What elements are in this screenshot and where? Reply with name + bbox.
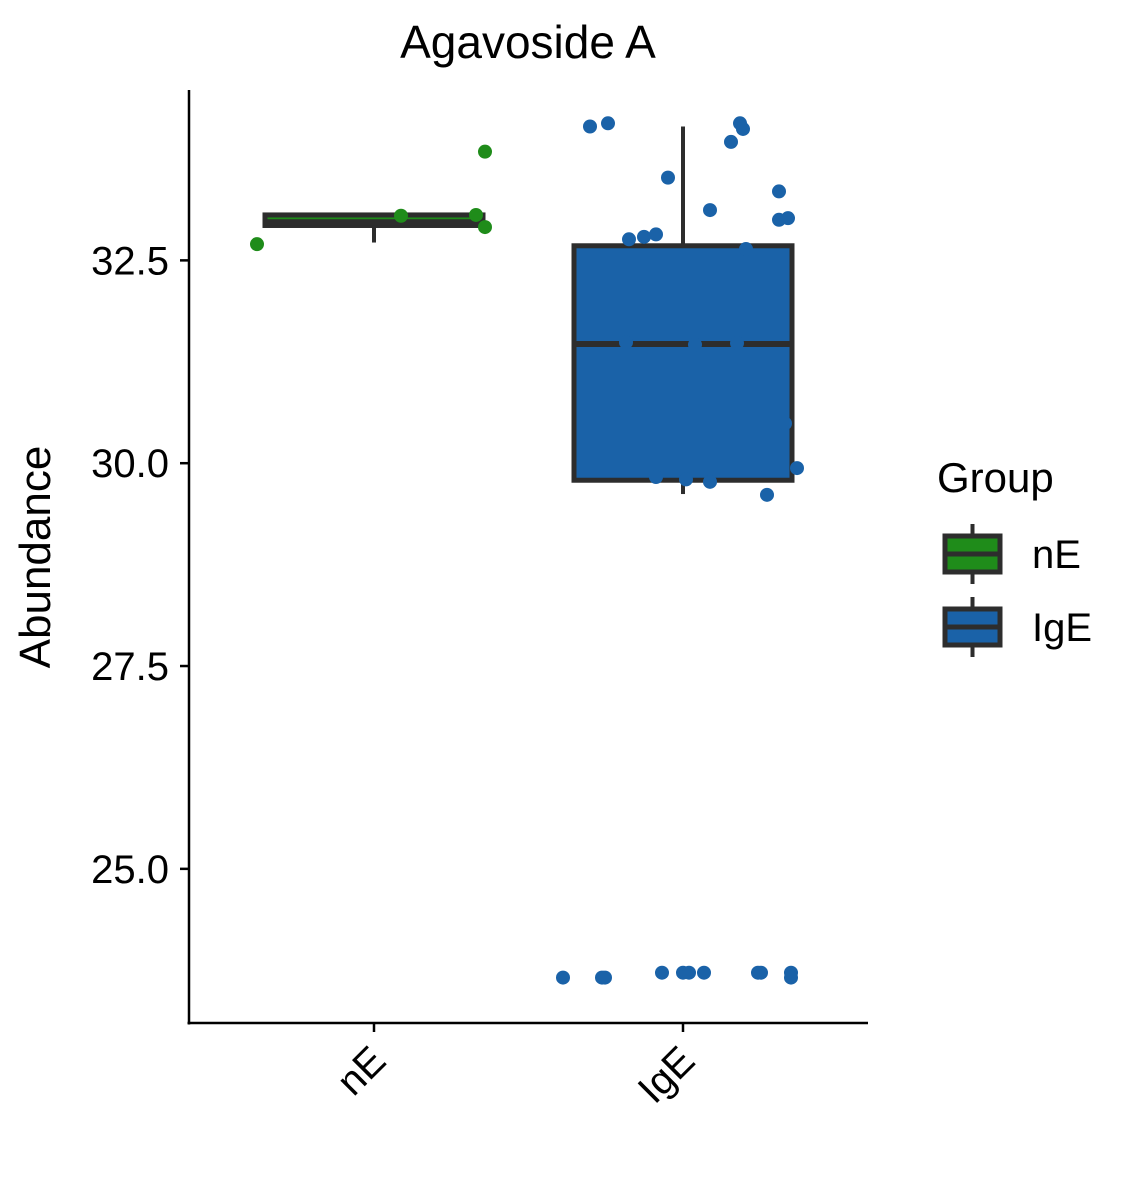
data-point <box>649 227 663 242</box>
data-point <box>583 119 597 134</box>
data-point <box>778 416 792 431</box>
y-tick-label: 30.0 <box>91 442 169 486</box>
data-point <box>556 970 570 985</box>
data-point <box>790 461 804 476</box>
y-tick-label: 25.0 <box>91 848 169 892</box>
x-tick-label: nE <box>329 1038 395 1104</box>
data-point <box>688 337 702 352</box>
data-point <box>637 229 651 244</box>
data-point <box>478 220 492 235</box>
legend-label: IgE <box>1032 606 1092 650</box>
legend-title: Group <box>937 454 1054 501</box>
data-point <box>754 965 768 980</box>
data-point <box>598 970 612 985</box>
data-point <box>703 203 717 218</box>
data-point <box>601 116 615 131</box>
data-point <box>730 336 744 351</box>
data-point <box>679 472 693 487</box>
legend-label: nE <box>1032 533 1081 577</box>
chart-title: Agavoside A <box>400 16 656 68</box>
series-IgE <box>571 126 795 495</box>
data-point <box>736 121 750 136</box>
data-point <box>682 965 696 980</box>
y-tick-label: 27.5 <box>91 645 169 689</box>
data-point <box>760 487 774 502</box>
data-point <box>250 237 264 252</box>
data-point <box>394 208 408 223</box>
y-axis-label: Abundance <box>11 446 60 669</box>
data-point <box>724 134 738 149</box>
data-point <box>739 242 753 257</box>
box-IgE <box>571 243 795 483</box>
data-point <box>784 970 798 985</box>
data-point <box>649 469 663 484</box>
data-point <box>781 211 795 226</box>
data-point <box>622 232 636 247</box>
x-tick-label: IgE <box>630 1038 704 1112</box>
data-point <box>655 965 669 980</box>
data-point <box>703 474 717 489</box>
legend-item-nE: nE <box>942 524 1081 584</box>
data-point <box>661 170 675 185</box>
legend: Group nE IgE <box>937 454 1092 657</box>
data-point <box>469 207 483 222</box>
data-point <box>478 144 492 159</box>
data-point <box>697 965 711 980</box>
data-point <box>772 184 786 199</box>
y-tick-label: 32.5 <box>91 239 169 283</box>
data-point <box>619 335 633 350</box>
legend-item-IgE: IgE <box>942 597 1092 657</box>
series-nE <box>262 212 486 243</box>
plot-area: 25.0 27.5 30.0 32.5 nE IgE <box>91 90 868 1112</box>
